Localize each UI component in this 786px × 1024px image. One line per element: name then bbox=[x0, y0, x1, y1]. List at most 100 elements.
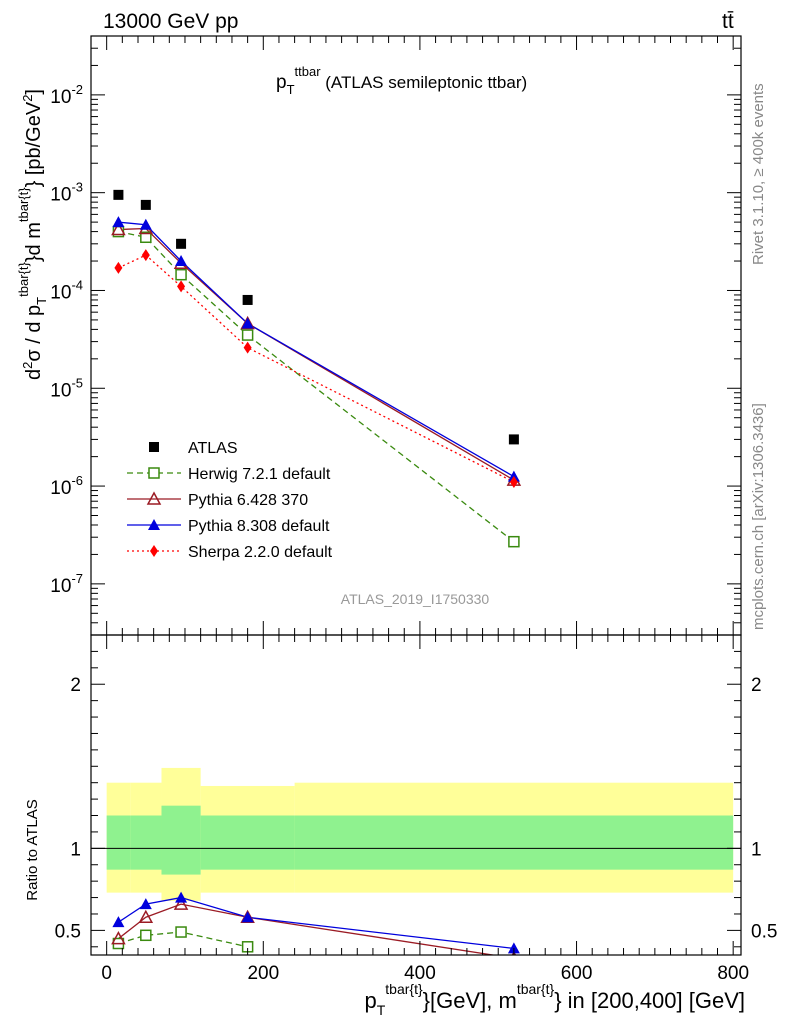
axes-layer: 10-710-610-510-410-310-20 200 400 600 8000.5… bbox=[50, 35, 777, 984]
xlabel: pTtbar{t}}[GeV], mtbar{t}} in [200,400] … bbox=[364, 981, 745, 1018]
main-title-p: p bbox=[276, 72, 287, 93]
xtick-label-2: 400 bbox=[404, 963, 436, 984]
legend-label-1: Herwig 7.2.1 default bbox=[188, 466, 331, 483]
main-ylabel: d2σ / d pTtbar{t}}d mtbar{t}} [pb/GeV2] bbox=[16, 89, 49, 380]
main-ytick-exp-1: -6 bbox=[71, 473, 83, 488]
legend-label-4: Sherpa 2.2.0 default bbox=[188, 544, 333, 561]
ratio-point-s2-3 bbox=[241, 911, 254, 923]
ratio-plot-layer bbox=[111, 891, 520, 955]
ratio-point-s1-1 bbox=[138, 909, 154, 924]
xlabel-rest: } in [200,400] [GeV] bbox=[554, 988, 745, 1013]
main-ytick-base-3: 10 bbox=[50, 282, 71, 303]
ratio-frame bbox=[90, 634, 742, 956]
main-ylabel-d: } [pb/GeV bbox=[23, 101, 45, 187]
main-point-s4-1 bbox=[141, 249, 150, 262]
ratio-bands bbox=[91, 767, 741, 901]
xlabel-sub: T bbox=[377, 1002, 386, 1018]
legend-marker-2 bbox=[146, 491, 162, 505]
legend-label-3: Pythia 8.308 default bbox=[188, 518, 330, 535]
main-ytick-base-5: 10 bbox=[50, 87, 71, 108]
ratio-point-s2-0 bbox=[112, 916, 125, 928]
xlabel-sup2: tbar{t} bbox=[517, 981, 555, 997]
main-title-rest: (ATLAS semileptonic ttbar) bbox=[321, 73, 528, 92]
main-ytick-base-2: 10 bbox=[50, 380, 71, 401]
main-plot-layer bbox=[111, 189, 522, 548]
ratio-ytick-label-right-0: 0.5 bbox=[751, 921, 777, 942]
main-ylabel-e: ] bbox=[23, 89, 45, 95]
main-ytick-label-1: 10-6 bbox=[50, 473, 83, 499]
main-point-s1-4 bbox=[508, 535, 520, 548]
main-point-s3-1 bbox=[139, 218, 152, 230]
main-series-line-4 bbox=[118, 254, 515, 483]
main-point-s4-3 bbox=[243, 341, 252, 354]
main-point-s0-0 bbox=[113, 189, 124, 200]
main-ytick-base-4: 10 bbox=[50, 185, 71, 206]
main-ylabel-a-sup: 2 bbox=[20, 362, 35, 369]
legend-marker-0 bbox=[149, 442, 159, 452]
main-ylabel-c-sup: tbar{t} bbox=[16, 187, 31, 222]
ratio-series-line-1 bbox=[118, 903, 497, 955]
ratio-ylabel: Ratio to ATLAS bbox=[24, 799, 41, 900]
ratio-point-s2-1 bbox=[139, 898, 152, 910]
main-point-s1-2 bbox=[175, 268, 187, 281]
ratio-point-s1-0 bbox=[111, 931, 126, 945]
main-ytick-exp-5: -2 bbox=[71, 82, 83, 97]
legend-label-2: Pythia 6.428 370 bbox=[188, 492, 308, 509]
energy-label: 13000 GeV pp bbox=[103, 10, 238, 33]
ratio-point-s0-1 bbox=[140, 929, 152, 942]
main-title: pTttbar (ATLAS semileptonic ttbar) bbox=[276, 64, 527, 97]
main-ylabel-a: d bbox=[23, 369, 45, 380]
legend-marker-4 bbox=[150, 545, 158, 557]
main-point-s1-3 bbox=[241, 329, 254, 341]
main-ylabel-d-sup: 2 bbox=[20, 95, 35, 102]
main-ytick-exp-4: -3 bbox=[71, 180, 83, 195]
ratio-ytick-label-left-1: 1 bbox=[70, 839, 81, 860]
rivet-label: Rivet 3.1.10, ≥ 400k events bbox=[750, 83, 767, 265]
xtick-label-0: 0 bbox=[101, 963, 112, 984]
ratio-point-s2-2 bbox=[175, 891, 188, 903]
main-point-s1-1 bbox=[140, 231, 152, 244]
main-point-s0-3 bbox=[242, 294, 253, 305]
main-ytick-label-2: 10-5 bbox=[50, 375, 83, 401]
analysis-watermark: ATLAS_2019_I1750330 bbox=[341, 591, 490, 607]
legend: ATLAS Herwig 7.2.1 default Pythia 6.428 37… bbox=[127, 440, 333, 561]
legend-marker-1 bbox=[148, 467, 160, 479]
stat-uncertainty-band-1 bbox=[130, 815, 162, 870]
stat-uncertainty-band-2 bbox=[161, 805, 201, 875]
xlabel-sup: tbar{t} bbox=[385, 981, 423, 997]
main-series-line-1 bbox=[118, 230, 515, 543]
ratio-point-s2-4 bbox=[507, 942, 520, 954]
main-ytick-base-1: 10 bbox=[50, 478, 71, 499]
process-label: tt̄ bbox=[722, 10, 734, 33]
main-point-s3-3 bbox=[241, 317, 254, 329]
main-ytick-exp-2: -5 bbox=[71, 375, 83, 390]
ratio-point-s0-2 bbox=[175, 926, 187, 938]
main-point-s0-4 bbox=[508, 434, 519, 445]
main-point-s4-0 bbox=[114, 261, 123, 274]
stat-uncertainty-band-0 bbox=[106, 815, 131, 870]
main-title-sub: T bbox=[287, 82, 295, 97]
ratio-point-s1-2 bbox=[173, 896, 189, 910]
main-title-sup: ttbar bbox=[295, 64, 322, 79]
legend-label-0: ATLAS bbox=[188, 440, 238, 457]
xlabel-p: p bbox=[364, 988, 376, 1013]
main-ytick-label-4: 10-3 bbox=[50, 180, 83, 206]
main-ytick-exp-3: -4 bbox=[71, 277, 83, 292]
main-ytick-label-0: 10-7 bbox=[50, 571, 83, 597]
main-ylabel-b-sup: tbar{t} bbox=[16, 262, 31, 297]
ratio-ytick-label-left-2: 2 bbox=[70, 675, 81, 696]
main-ylabel-c: }d m bbox=[23, 222, 45, 262]
main-point-s0-1 bbox=[140, 199, 151, 210]
main-ylabel-b: σ / d p bbox=[23, 305, 45, 362]
ratio-ytick-label-right-2: 2 bbox=[751, 675, 762, 696]
main-ytick-label-5: 10-2 bbox=[50, 82, 83, 108]
main-point-s4-4 bbox=[509, 476, 518, 489]
main-point-s3-0 bbox=[112, 216, 125, 228]
main-point-s0-2 bbox=[176, 238, 187, 249]
mcplots-label: mcplots.cern.ch [arXiv:1306.3436] bbox=[750, 403, 767, 630]
xlabel-mid: }[GeV], m bbox=[423, 988, 517, 1013]
xtick-label-1: 200 bbox=[247, 963, 279, 984]
main-ytick-label-3: 10-4 bbox=[50, 277, 83, 303]
stat-uncertainty-band-3 bbox=[200, 815, 295, 870]
main-point-s3-2 bbox=[175, 255, 188, 267]
